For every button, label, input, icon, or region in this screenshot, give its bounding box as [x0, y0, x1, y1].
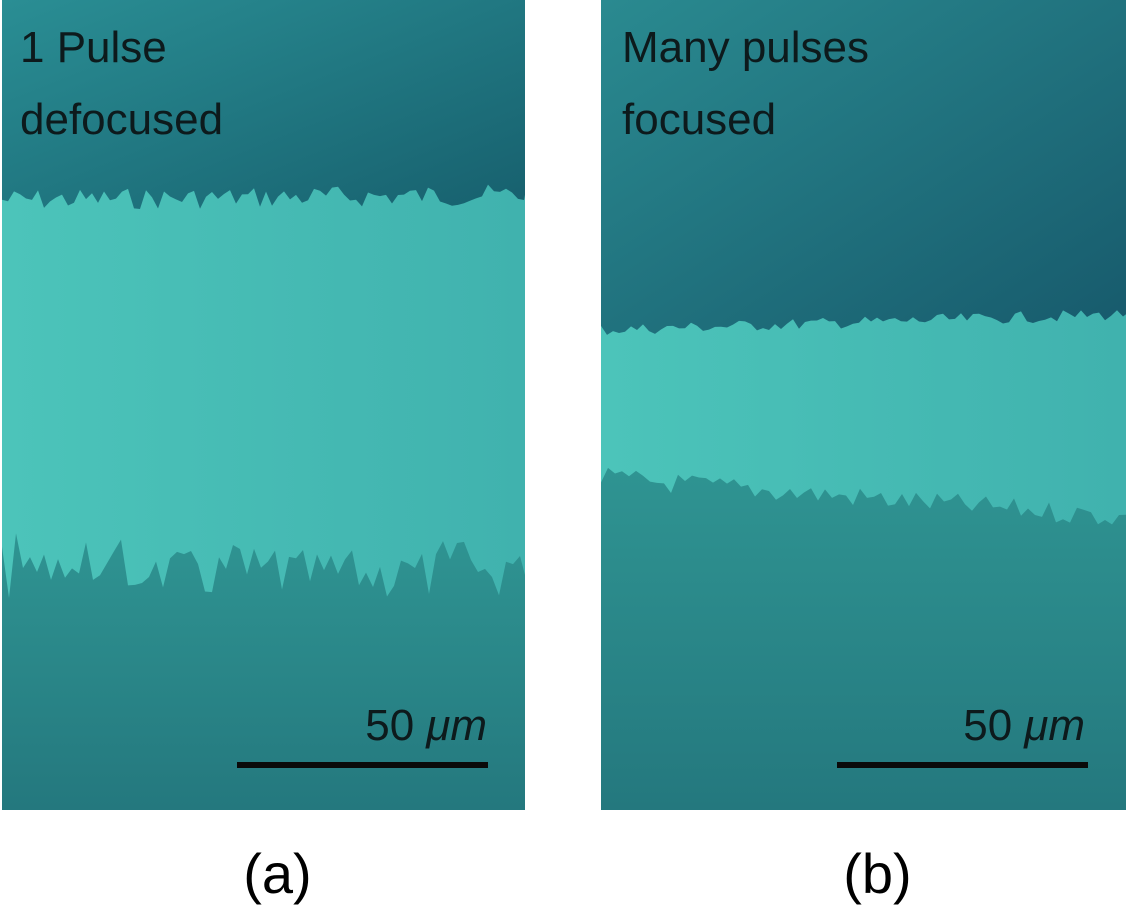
panel-label: Many pulses [622, 23, 869, 72]
scale-bar [837, 762, 1088, 768]
dark-region [601, 467, 1126, 810]
panel-b: Many pulses focused 50 μm [601, 0, 1126, 810]
dark-region [2, 0, 525, 209]
panel-caption: (a) [243, 842, 311, 905]
scale-unit: μm [1023, 701, 1085, 750]
scale-number: 50 [963, 701, 1012, 750]
panel-label: defocused [20, 95, 223, 144]
panel-a: 1 Pulse defocused 50 μm [2, 0, 525, 810]
panel-label: 1 Pulse [20, 23, 167, 72]
scale-number: 50 [365, 701, 414, 750]
dark-region [2, 533, 525, 810]
scale-bar [237, 762, 488, 768]
scale-label: 50 μm [963, 701, 1085, 750]
dark-region [601, 0, 1126, 335]
panel-label: focused [622, 95, 776, 144]
scale-unit: μm [425, 701, 487, 750]
scale-label: 50 μm [365, 701, 487, 750]
panel-caption: (b) [843, 842, 911, 905]
